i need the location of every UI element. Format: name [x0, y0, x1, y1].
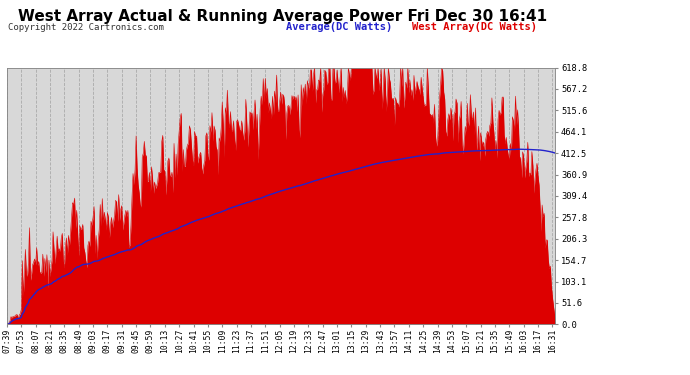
Text: West Array Actual & Running Average Power Fri Dec 30 16:41: West Array Actual & Running Average Powe… — [19, 9, 547, 24]
Text: Copyright 2022 Cartronics.com: Copyright 2022 Cartronics.com — [8, 22, 164, 32]
Text: West Array(DC Watts): West Array(DC Watts) — [412, 22, 537, 33]
Text: Average(DC Watts): Average(DC Watts) — [286, 22, 393, 33]
